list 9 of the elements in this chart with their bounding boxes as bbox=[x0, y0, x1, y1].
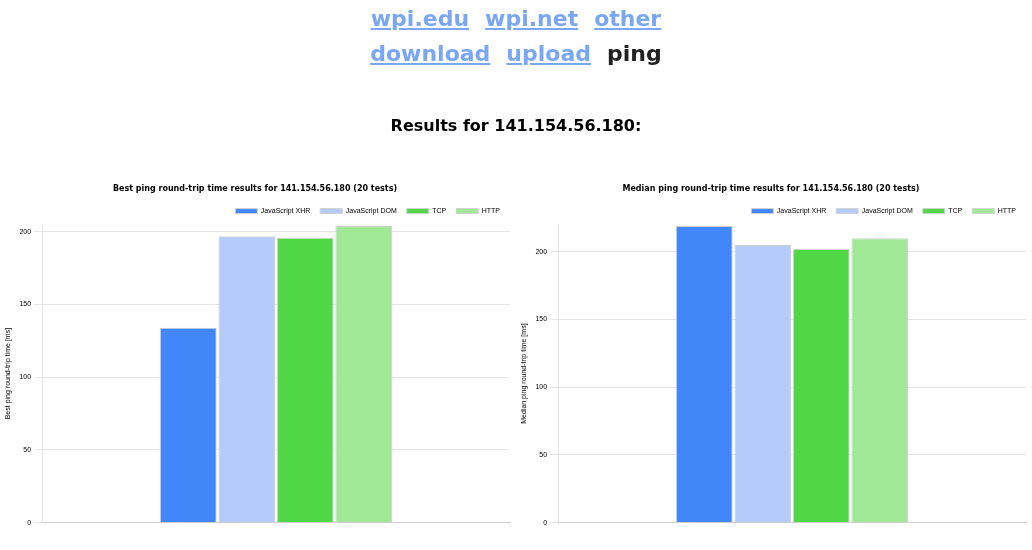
text: upload bbox=[506, 41, 592, 66]
chart-title: Median ping round-trip time results for 141.154.56.180 (20 tests) bbox=[622, 183, 920, 193]
chart-title: Best ping round-trip time results for 141.154.56.180 (20 tests) bbox=[112, 183, 398, 193]
text: Results for 141.154.56.180: bbox=[389, 116, 643, 135]
text: wpi.edu bbox=[370, 6, 470, 31]
text: other bbox=[594, 6, 662, 31]
text: ping bbox=[607, 41, 662, 66]
text: wpi.net bbox=[485, 6, 579, 31]
text: download bbox=[370, 41, 491, 66]
